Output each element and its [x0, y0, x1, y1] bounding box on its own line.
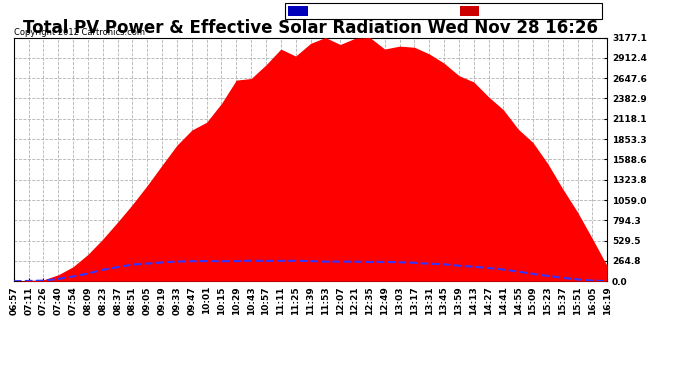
Legend: Radiation (Effective w/m2), PV Panels (DC Watts): Radiation (Effective w/m2), PV Panels (D…: [286, 3, 602, 19]
Title: Total PV Power & Effective Solar Radiation Wed Nov 28 16:26: Total PV Power & Effective Solar Radiati…: [23, 20, 598, 38]
Text: Copyright 2012 Cartronics.com: Copyright 2012 Cartronics.com: [14, 28, 145, 37]
